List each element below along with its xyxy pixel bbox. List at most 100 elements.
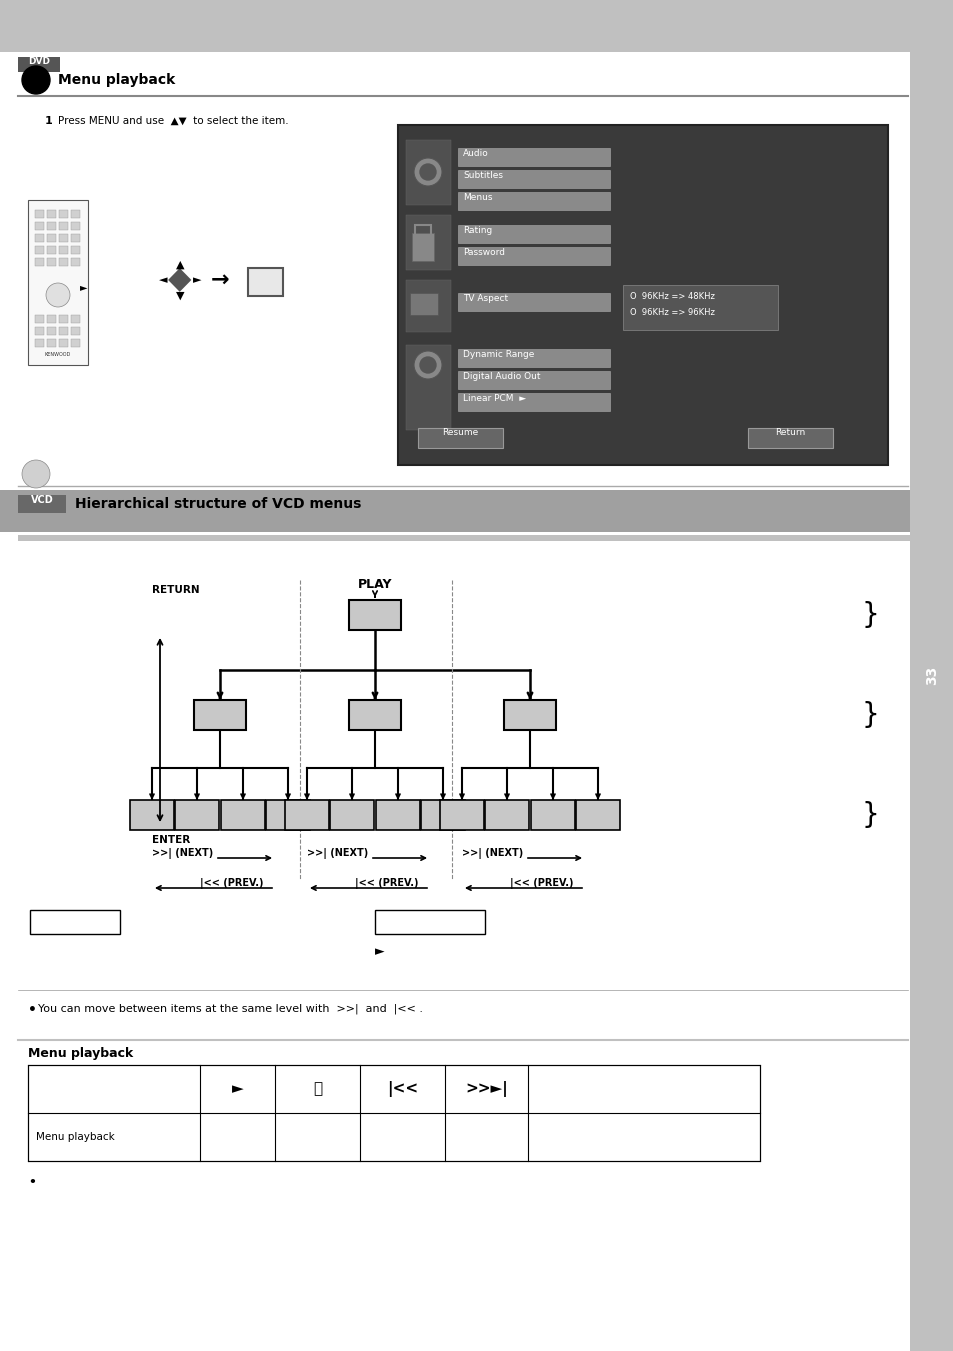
Text: >>| (NEXT): >>| (NEXT) <box>152 848 213 859</box>
Bar <box>59 327 68 335</box>
Bar <box>484 800 529 830</box>
Bar <box>406 215 451 270</box>
Bar <box>406 345 451 430</box>
Bar <box>909 0 953 58</box>
Circle shape <box>419 163 436 180</box>
Bar <box>439 800 483 830</box>
Circle shape <box>414 158 441 186</box>
Bar <box>457 192 609 209</box>
Bar <box>248 267 283 296</box>
Text: ►: ► <box>193 276 201 285</box>
Text: PLAY: PLAY <box>357 578 392 590</box>
Bar <box>349 600 400 630</box>
Bar <box>330 800 374 830</box>
Bar <box>18 494 66 513</box>
Bar <box>457 170 609 188</box>
Text: You can move between items at the same level with  >>|  and  |<< .: You can move between items at the same l… <box>38 1002 422 1013</box>
Text: 33: 33 <box>924 666 938 685</box>
Bar <box>59 315 68 323</box>
Bar <box>576 800 619 830</box>
Bar <box>71 234 80 242</box>
Bar <box>28 1065 760 1161</box>
Bar <box>35 246 44 254</box>
Bar <box>30 911 120 934</box>
Bar <box>71 222 80 230</box>
Bar <box>415 226 431 236</box>
Text: DVD: DVD <box>28 57 50 66</box>
Text: 1: 1 <box>31 73 40 86</box>
Text: Digital Audio Out: Digital Audio Out <box>462 372 540 381</box>
Bar <box>35 339 44 347</box>
Text: ▼: ▼ <box>175 290 184 301</box>
Bar <box>457 226 609 243</box>
Bar <box>285 800 329 830</box>
Bar <box>71 327 80 335</box>
Bar <box>909 490 953 532</box>
Text: ENTER: ENTER <box>152 835 190 844</box>
Text: |<< (PREV.): |<< (PREV.) <box>510 878 573 889</box>
Bar <box>909 0 953 1351</box>
Bar <box>47 222 56 230</box>
Text: ►: ► <box>375 944 384 958</box>
Bar <box>375 800 419 830</box>
Circle shape <box>419 357 436 373</box>
Text: ►: ► <box>232 1082 243 1097</box>
Text: KENWOOD: KENWOOD <box>45 353 71 357</box>
Bar <box>47 327 56 335</box>
Text: Press MENU and use  ▲▼  to select the item.: Press MENU and use ▲▼ to select the item… <box>58 116 289 126</box>
Text: •: • <box>28 1002 37 1017</box>
Bar <box>59 234 68 242</box>
Bar <box>35 327 44 335</box>
Bar <box>28 200 88 365</box>
Text: |<< (PREV.): |<< (PREV.) <box>200 878 263 889</box>
Bar <box>47 234 56 242</box>
Bar <box>71 209 80 218</box>
Bar <box>59 339 68 347</box>
Bar <box>457 149 609 166</box>
Bar <box>531 800 575 830</box>
Bar <box>397 126 887 465</box>
Bar <box>457 393 609 411</box>
Text: TV Aspect: TV Aspect <box>462 295 508 303</box>
Bar <box>18 535 909 540</box>
Bar <box>47 258 56 266</box>
Bar <box>130 800 173 830</box>
Bar <box>410 293 437 315</box>
Text: |<< (PREV.): |<< (PREV.) <box>355 878 418 889</box>
Text: Resume: Resume <box>441 428 477 436</box>
Circle shape <box>46 282 70 307</box>
Bar <box>406 280 451 332</box>
Circle shape <box>414 351 441 380</box>
Bar <box>47 315 56 323</box>
Text: ◄: ◄ <box>158 276 167 285</box>
Text: Password: Password <box>462 249 504 257</box>
Circle shape <box>22 66 50 95</box>
Text: O  96KHz => 48KHz: O 96KHz => 48KHz <box>629 292 714 301</box>
Bar <box>622 285 778 330</box>
Text: ◆: ◆ <box>168 266 192 295</box>
Text: 2: 2 <box>31 467 40 481</box>
Text: Return: Return <box>774 428 804 436</box>
Bar <box>349 700 400 730</box>
Text: }: } <box>862 801 879 830</box>
Bar <box>18 57 60 72</box>
Text: Audio: Audio <box>462 149 488 158</box>
Circle shape <box>22 459 50 488</box>
Text: VCD: VCD <box>30 494 53 505</box>
Text: Rating: Rating <box>462 226 492 235</box>
Text: Menus: Menus <box>462 193 492 203</box>
Text: Menu playback: Menu playback <box>28 1047 133 1061</box>
Bar <box>0 0 909 51</box>
Text: 1: 1 <box>45 116 52 126</box>
Text: Dynamic Range: Dynamic Range <box>462 350 534 359</box>
Text: Menu playback: Menu playback <box>58 73 175 86</box>
Bar <box>59 222 68 230</box>
Bar <box>420 800 464 830</box>
Bar <box>457 349 609 367</box>
Bar <box>71 315 80 323</box>
Text: →: → <box>211 270 229 290</box>
Text: ►: ► <box>80 282 88 292</box>
Text: Linear PCM  ►: Linear PCM ► <box>462 394 525 403</box>
Bar <box>71 339 80 347</box>
Text: Subtitles: Subtitles <box>462 172 502 180</box>
